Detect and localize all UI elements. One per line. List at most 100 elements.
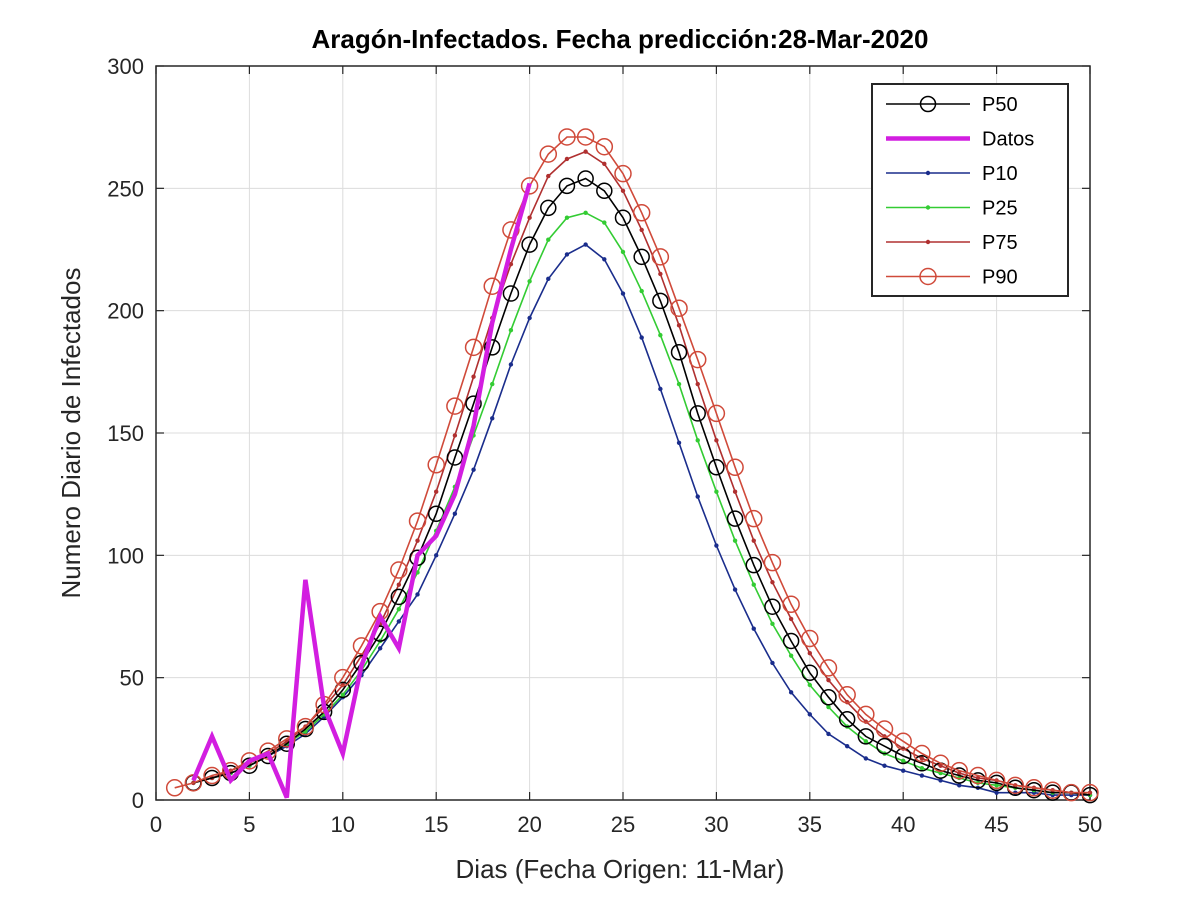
data-point-p10 — [863, 756, 869, 761]
chart-title: Aragón-Infectados. Fecha predicción:28-M… — [312, 24, 929, 54]
data-point-p75 — [527, 215, 532, 220]
data-point-p25 — [508, 328, 514, 333]
data-point-p75 — [975, 775, 981, 781]
data-point-p90 — [390, 561, 408, 579]
data-point-p25 — [994, 783, 999, 788]
legend-item-p50: P50 — [886, 94, 1018, 116]
data-point-p50 — [390, 588, 408, 606]
x-tick-label: 35 — [798, 812, 822, 837]
data-point-p50 — [820, 688, 837, 706]
data-point-p25 — [919, 765, 925, 771]
data-point-p50 — [465, 395, 482, 412]
series-line-datos — [191, 182, 532, 799]
data-point-p50 — [483, 339, 501, 356]
data-point-p25 — [340, 692, 345, 697]
data-point-p75 — [471, 374, 476, 379]
data-point-p25 — [676, 381, 682, 387]
legend-marker-p50 — [919, 95, 937, 113]
data-point-p10 — [676, 440, 682, 445]
data-point-p75 — [751, 538, 756, 543]
data-point-p50 — [913, 755, 931, 772]
y-tick-label: 300 — [107, 54, 144, 79]
legend-label-p50: P50 — [982, 94, 1018, 116]
data-point-p75 — [620, 188, 626, 193]
data-point-p90 — [632, 204, 651, 222]
data-point-p90 — [278, 730, 296, 748]
data-point-p25 — [695, 438, 700, 443]
data-point-p90 — [875, 720, 894, 738]
y-tick-label: 50 — [120, 666, 144, 691]
data-point-p90 — [838, 686, 856, 704]
data-point-p10 — [639, 335, 644, 340]
data-point-p90 — [595, 137, 614, 156]
data-point-p75 — [732, 489, 738, 494]
data-point-p10 — [770, 660, 775, 666]
data-point-p50 — [652, 292, 669, 310]
data-point-p90 — [819, 659, 838, 677]
data-point-p25 — [788, 653, 794, 658]
data-point-p50 — [689, 405, 706, 422]
data-point-p25 — [863, 739, 869, 744]
data-point-p10 — [415, 592, 420, 597]
y-tick-label: 200 — [107, 299, 144, 324]
data-point-p90 — [520, 177, 539, 195]
data-point-p90 — [1006, 776, 1025, 795]
data-point-p90 — [408, 512, 427, 530]
data-point-p75 — [919, 756, 925, 761]
data-point-p10 — [938, 778, 943, 783]
data-point-p90 — [707, 404, 726, 423]
data-point-p25 — [938, 770, 943, 776]
data-point-p10 — [396, 619, 402, 624]
data-point-p90 — [614, 164, 632, 183]
data-point-p50 — [577, 170, 594, 187]
data-point-p90 — [296, 717, 315, 736]
data-point-p25 — [658, 332, 663, 338]
data-point-p75 — [564, 156, 570, 162]
legend-item-datos: Datos — [886, 129, 1034, 151]
legend-box — [871, 83, 1069, 297]
data-point-p10 — [751, 626, 756, 631]
data-point-p90 — [502, 221, 520, 239]
data-point-p75 — [396, 582, 402, 587]
y-tick-label: 250 — [107, 176, 144, 201]
data-point-p50 — [950, 767, 968, 784]
data-point-p90 — [969, 766, 987, 785]
data-point-p50 — [857, 728, 875, 745]
data-point-p90 — [763, 553, 782, 572]
data-point-p90 — [576, 128, 595, 146]
legend-label-p75: P75 — [982, 232, 1018, 254]
data-point-p10 — [602, 257, 607, 262]
data-point-p10 — [957, 783, 962, 788]
data-point-p90 — [1062, 783, 1081, 802]
data-point-p50 — [521, 236, 538, 253]
data-point-p90 — [670, 299, 688, 317]
data-point-p75 — [788, 616, 794, 622]
legend-label-p25: P25 — [982, 198, 1018, 220]
data-point-p90 — [894, 732, 912, 751]
series-p90 — [165, 128, 1099, 802]
data-point-p75 — [826, 677, 831, 683]
data-point-p25 — [826, 704, 831, 710]
data-point-p25 — [901, 758, 906, 764]
legend-marker-p90 — [919, 267, 937, 286]
legend: P50 Datos P10 P25 P75 P90 — [871, 83, 1069, 297]
data-point-p25 — [546, 237, 551, 242]
data-point-p90 — [240, 752, 259, 770]
data-point-p75 — [807, 651, 812, 656]
data-point-p10 — [620, 291, 626, 296]
data-point-p50 — [670, 344, 688, 361]
data-point-p50 — [801, 664, 819, 682]
data-point-p10 — [377, 646, 383, 651]
data-point-p90 — [203, 766, 221, 785]
legend-marker-p25 — [925, 205, 931, 210]
x-tick-label: 45 — [984, 812, 1008, 837]
x-axis-label: Dias (Fecha Origen: 11-Mar) — [456, 854, 785, 884]
y-tick-label: 0 — [132, 788, 144, 813]
data-point-p75 — [602, 161, 607, 167]
data-point-p75 — [639, 227, 644, 233]
data-point-p10 — [714, 543, 719, 548]
data-point-p10 — [826, 731, 831, 737]
legend-label-p10: P10 — [982, 163, 1018, 185]
legend-item-p75: P75 — [886, 232, 1018, 254]
data-point-p10 — [452, 511, 458, 516]
